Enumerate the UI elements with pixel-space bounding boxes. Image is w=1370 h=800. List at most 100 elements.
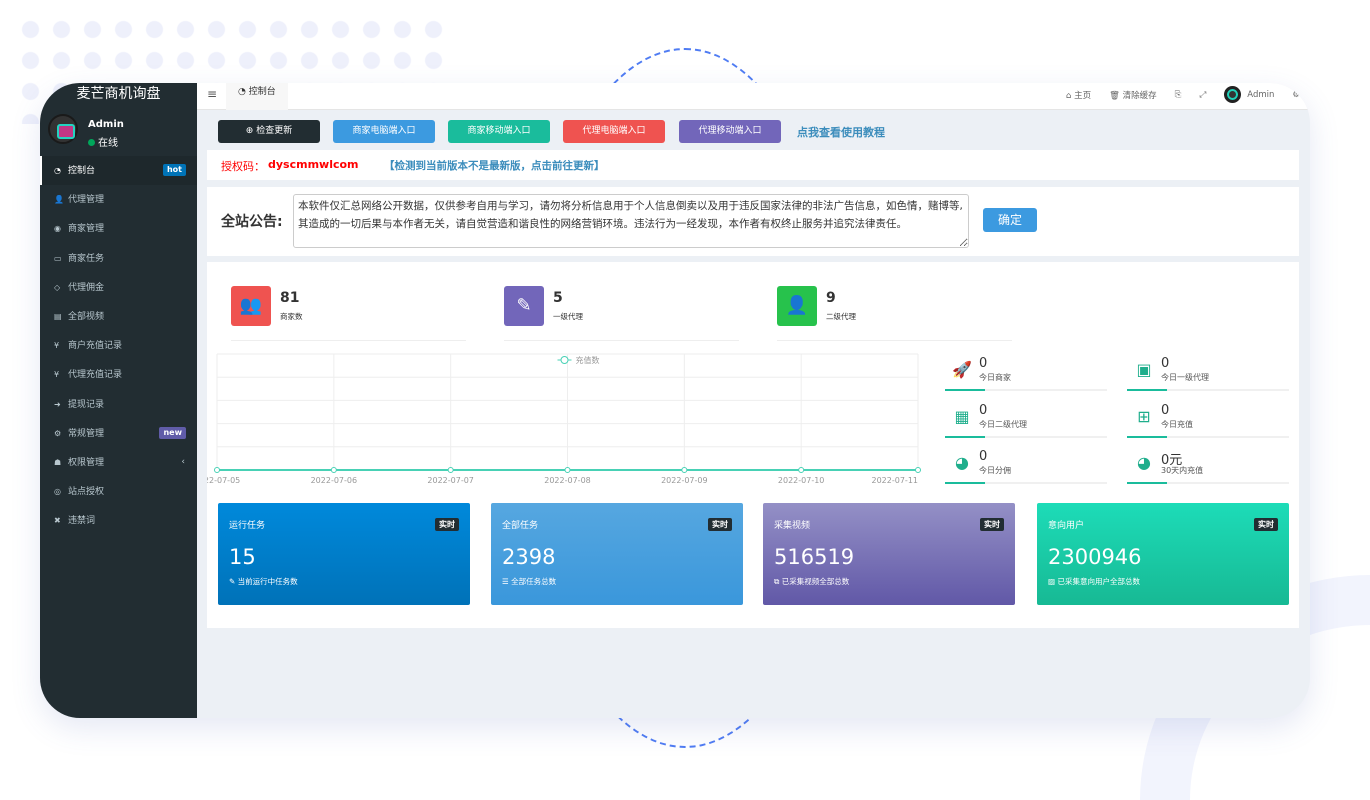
toolbar-button-0[interactable]: ⊕ 检查更新: [218, 120, 320, 143]
menu-toggle-icon[interactable]: ≡: [207, 87, 218, 101]
chevron-left-icon: ‹: [181, 456, 185, 467]
sidebar-item-4[interactable]: ◇ 代理佣金: [40, 273, 197, 302]
sidebar-item-12[interactable]: ✖ 违禁词: [40, 506, 197, 535]
confirm-button[interactable]: 确定: [983, 208, 1037, 232]
card-subtitle: ⧉ 已采集视频全部总数: [774, 577, 850, 586]
mini-stat-value: 0: [979, 449, 988, 464]
tutorial-link[interactable]: 点我查看使用教程: [797, 126, 885, 139]
data-point: [447, 467, 454, 473]
mini-stat-label: 今日一级代理: [1161, 373, 1209, 382]
sign-in-icon: ➜: [54, 399, 61, 409]
x-tick-label: 2022-07-09: [661, 476, 708, 485]
stat-label: 二级代理: [826, 312, 856, 321]
sidebar-item-label: 控制台: [68, 166, 96, 176]
data-point: [915, 467, 921, 473]
mini-stat-value: 0元: [1161, 453, 1183, 468]
sidebar-item-1[interactable]: 👤 代理管理: [40, 185, 197, 214]
sidebar-badge: new: [159, 426, 186, 439]
mini-stat-label: 今日商家: [979, 373, 1011, 382]
sidebar-item-10[interactable]: ☗ 权限管理 ‹: [40, 448, 197, 477]
mini-stat: ◕ 0元 30天内充值: [1127, 451, 1289, 484]
notice-textarea[interactable]: 本软件仅汇总网络公开数据，仅供参考自用与学习，请勿将分析信息用于个人信息倒卖以及…: [293, 194, 969, 248]
user-panel: Admin 在线: [40, 110, 197, 156]
card-subtitle: ☰ 全部任务总数: [502, 577, 557, 586]
summary-card: 全部任务 实时 2398 ☰ 全部任务总数: [491, 503, 743, 605]
settings-icon[interactable]: ⚙: [1292, 89, 1300, 100]
card-title: 运行任务: [229, 521, 266, 531]
sidebar: 麦芒商机询盘 Admin 在线 ◔ 控制台 hot 👤 代理管理 ◉ 商家管理 ▭ 商家任务 ◇ 代…: [40, 83, 197, 718]
toolbar-button-3[interactable]: 代理电脑端入口: [563, 120, 665, 143]
sidebar-item-label: 全部视频: [68, 311, 105, 322]
yen-icon: ¥: [54, 370, 60, 380]
x-tick-label: 2022-07-07: [427, 476, 474, 485]
stat-value: 9: [826, 290, 836, 306]
mini-stat-label: 今日分佣: [979, 466, 1011, 475]
tab-dashboard[interactable]: ◔ 控制台: [226, 83, 288, 110]
realtime-badge: 实时: [708, 518, 732, 531]
card-value: 2300946: [1048, 545, 1142, 569]
summary-card: 采集视频 实时 516519 ⧉ 已采集视频全部总数: [763, 503, 1015, 605]
card-icon: ▨: [1048, 577, 1058, 586]
top-bar: ≡ ◔ 控制台 ⌂ 主页 🗑 清除缓存 ⎘ ⤢ Admin ⚙: [197, 83, 1310, 110]
sidebar-item-label: 权限管理: [68, 457, 105, 468]
user-circle-icon: ◕: [1137, 453, 1151, 472]
x-tick-label: 2022-07-05: [207, 476, 240, 485]
realtime-badge: 实时: [1254, 518, 1278, 531]
calendar-plus-icon: ⊞: [1137, 406, 1151, 426]
mini-stat-value: 0: [979, 402, 988, 418]
home-link[interactable]: ⌂ 主页: [1066, 90, 1092, 101]
sidebar-item-5[interactable]: ▤ 全部视频: [40, 302, 197, 331]
sidebar-item-8[interactable]: ➜ 提现记录: [40, 390, 197, 419]
summary-card: 运行任务 实时 15 ✎ 当前运行中任务数: [218, 503, 470, 605]
x-tick-label: 2022-07-08: [544, 476, 591, 485]
data-point: [330, 467, 337, 473]
card-title: 意向用户: [1048, 521, 1085, 531]
sidebar-item-label: 站点授权: [68, 487, 105, 498]
card-title: 采集视频: [774, 521, 811, 531]
card-value: 15: [229, 545, 256, 569]
times-icon: ✖: [54, 516, 61, 526]
notice-panel: 全站公告: 本软件仅汇总网络公开数据，仅供参考自用与学习，请勿将分析信息用于个人…: [207, 187, 1299, 256]
toolbar-button-2[interactable]: 商家移动端入口: [448, 120, 550, 143]
language-icon[interactable]: ⎘: [1174, 89, 1182, 100]
user-icon: 👤: [777, 286, 817, 326]
toolbar-button-4[interactable]: 代理移动端入口: [679, 120, 781, 143]
sidebar-item-2[interactable]: ◉ 商家管理: [40, 214, 197, 243]
sidebar-item-7[interactable]: ¥ 代理充值记录: [40, 360, 197, 389]
legend-marker: [560, 356, 569, 364]
update-notice-link[interactable]: 【检测到当前版本不是最新版，点击前往更新】: [384, 160, 605, 172]
sidebar-item-11[interactable]: ◎ 站点授权: [40, 477, 197, 506]
toolbar-button-1[interactable]: 商家电脑端入口: [333, 120, 435, 143]
sidebar-item-3[interactable]: ▭ 商家任务: [40, 244, 197, 273]
license-label: 授权码：: [221, 160, 265, 173]
legend-label: 充值数: [576, 355, 600, 365]
dashboard-icon: ◔: [54, 166, 61, 175]
user-menu[interactable]: Admin: [1224, 86, 1274, 103]
clear-cache-button[interactable]: 🗑 清除缓存: [1109, 90, 1157, 101]
calendar-icon: ▦: [954, 406, 970, 426]
stat-label: 商家数: [280, 312, 303, 321]
mini-stat-label: 30天内充值: [1161, 466, 1204, 475]
mini-stat-value: 0: [979, 356, 988, 371]
sidebar-item-6[interactable]: ¥ 商户充值记录: [40, 331, 197, 360]
stat-value: 5: [553, 290, 563, 306]
card-icon: ✎: [229, 577, 238, 586]
license-bar: 授权码： dyscmmwlcom 【检测到当前版本不是最新版，点击前往更新】: [207, 150, 1299, 180]
sidebar-item-label: 违禁词: [68, 516, 96, 527]
mini-stat: ⊞ 0 今日充值: [1127, 403, 1289, 438]
notice-label: 全站公告:: [221, 214, 283, 230]
id-card-icon: ▣: [1136, 360, 1152, 379]
keyboard-icon: ▭: [54, 253, 62, 263]
card-title: 全部任务: [502, 521, 539, 531]
magic-icon: ✎: [504, 286, 544, 326]
card-value: 516519: [774, 545, 855, 569]
sidebar-item-label: 代理管理: [68, 195, 105, 206]
sidebar-item-0[interactable]: ◔ 控制台 hot: [40, 156, 197, 186]
license-code: dyscmmwlcom: [268, 158, 359, 171]
sidebar-item-9[interactable]: ⚙ 常规管理 new: [40, 419, 197, 448]
group-icon: ☗: [54, 457, 62, 467]
app-title: 麦芒商机询盘: [76, 86, 161, 102]
online-dot-icon: [88, 139, 95, 146]
fullscreen-icon[interactable]: ⤢: [1199, 89, 1207, 100]
